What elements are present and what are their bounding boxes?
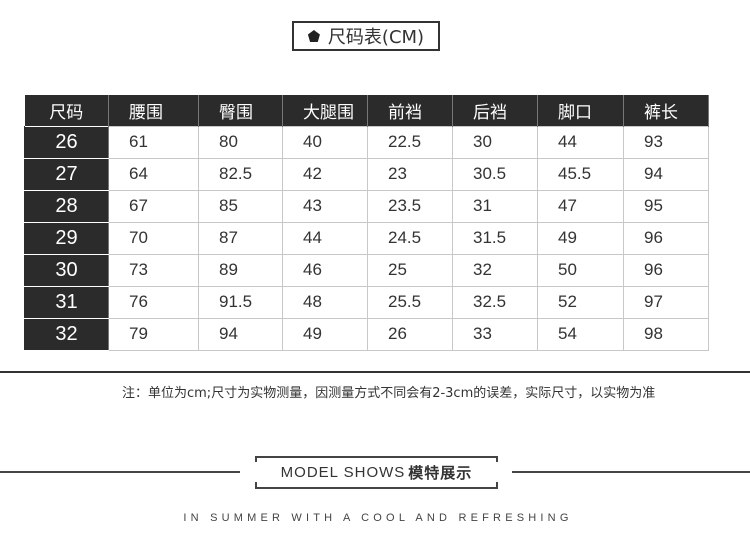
table-cell: 33: [452, 317, 538, 351]
table-cell: 31: [452, 189, 538, 223]
table-cell: 70: [108, 221, 199, 255]
table-cell: 64: [108, 157, 199, 191]
size-cell: 32: [24, 317, 109, 351]
table-cell: 52: [537, 285, 624, 319]
column-header: 脚口: [537, 95, 624, 126]
size-cell: 29: [24, 221, 109, 255]
table-cell: 91.5: [198, 285, 283, 319]
table-row: 26 61 80 40 22.5 30 44 93: [24, 125, 709, 159]
size-cell: 28: [24, 189, 109, 223]
measurement-note: 注：单位为cm;尺寸为实物测量，因测量方式不同会有2-3cm的误差，实际尺寸，以…: [122, 386, 656, 401]
table-cell: 79: [108, 317, 199, 351]
table-header-row: 尺码 腰围 臀围 大腿围 前裆 后裆 脚口 裤长: [24, 95, 709, 126]
table-row: 29 70 87 44 24.5 31.5 49 96: [24, 221, 709, 255]
bracket-gap: [496, 462, 500, 482]
table-cell: 30: [452, 125, 538, 159]
column-header: 前裆: [367, 95, 453, 126]
table-cell: 23.5: [367, 189, 453, 223]
table-cell: 67: [108, 189, 199, 223]
table-cell: 94: [623, 157, 709, 191]
table-cell: 54: [537, 317, 624, 351]
size-cell: 26: [24, 125, 109, 159]
divider-right: [512, 471, 750, 473]
table-cell: 87: [198, 221, 283, 255]
column-header: 大腿围: [282, 95, 368, 126]
table-cell: 31.5: [452, 221, 538, 255]
model-shows-heading: MODEL SHOWS 模特展示: [255, 456, 498, 489]
model-shows-cn: 模特展示: [408, 464, 473, 482]
table-cell: 98: [623, 317, 709, 351]
pentagon-icon: [307, 30, 320, 42]
table-row: 32 79 94 49 26 33 54 98: [24, 317, 709, 351]
table-row: 28 67 85 43 23.5 31 47 95: [24, 189, 709, 223]
table-cell: 95: [623, 189, 709, 223]
size-cell: 30: [24, 253, 109, 287]
column-header: 裤长: [623, 95, 709, 126]
divider-left: [0, 471, 240, 473]
tagline: IN SUMMER WITH A COOL AND REFRESHING: [183, 512, 573, 524]
table-cell: 82.5: [198, 157, 283, 191]
column-header: 臀围: [198, 95, 283, 126]
table-cell: 42: [282, 157, 368, 191]
table-cell: 32: [452, 253, 538, 287]
table-row: 31 76 91.5 48 25.5 32.5 52 97: [24, 285, 709, 319]
bracket-gap: [253, 462, 257, 482]
size-chart-title: 尺码表(CM): [292, 21, 440, 51]
table-cell: 76: [108, 285, 199, 319]
column-header: 后裆: [452, 95, 538, 126]
table-cell: 44: [537, 125, 624, 159]
table-cell: 44: [282, 221, 368, 255]
table-cell: 22.5: [367, 125, 453, 159]
table-cell: 85: [198, 189, 283, 223]
table-cell: 45.5: [537, 157, 624, 191]
table-cell: 49: [282, 317, 368, 351]
table-cell: 94: [198, 317, 283, 351]
size-cell: 27: [24, 157, 109, 191]
table-cell: 49: [537, 221, 624, 255]
table-cell: 48: [282, 285, 368, 319]
table-cell: 61: [108, 125, 199, 159]
title-text: 尺码表(CM): [327, 27, 425, 48]
column-header: 腰围: [108, 95, 199, 126]
column-header: 尺码: [24, 95, 109, 126]
table-cell: 46: [282, 253, 368, 287]
table-row: 30 73 89 46 25 32 50 96: [24, 253, 709, 287]
size-table: 尺码 腰围 臀围 大腿围 前裆 后裆 脚口 裤长 26 61 80 40 22.5 30 44 93 27 64…: [24, 95, 709, 351]
table-cell: 40: [282, 125, 368, 159]
table-cell: 25.5: [367, 285, 453, 319]
model-shows-en: MODEL SHOWS: [280, 464, 406, 481]
table-cell: 89: [198, 253, 283, 287]
table-cell: 47: [537, 189, 624, 223]
table-cell: 96: [623, 221, 709, 255]
table-row: 27 64 82.5 42 23 30.5 45.5 94: [24, 157, 709, 191]
table-cell: 26: [367, 317, 453, 351]
size-cell: 31: [24, 285, 109, 319]
table-cell: 96: [623, 253, 709, 287]
divider: [0, 371, 750, 373]
table-cell: 24.5: [367, 221, 453, 255]
table-cell: 43: [282, 189, 368, 223]
table-cell: 25: [367, 253, 453, 287]
table-cell: 80: [198, 125, 283, 159]
table-cell: 30.5: [452, 157, 538, 191]
table-cell: 23: [367, 157, 453, 191]
table-cell: 32.5: [452, 285, 538, 319]
table-cell: 97: [623, 285, 709, 319]
table-cell: 73: [108, 253, 199, 287]
table-cell: 93: [623, 125, 709, 159]
table-cell: 50: [537, 253, 624, 287]
